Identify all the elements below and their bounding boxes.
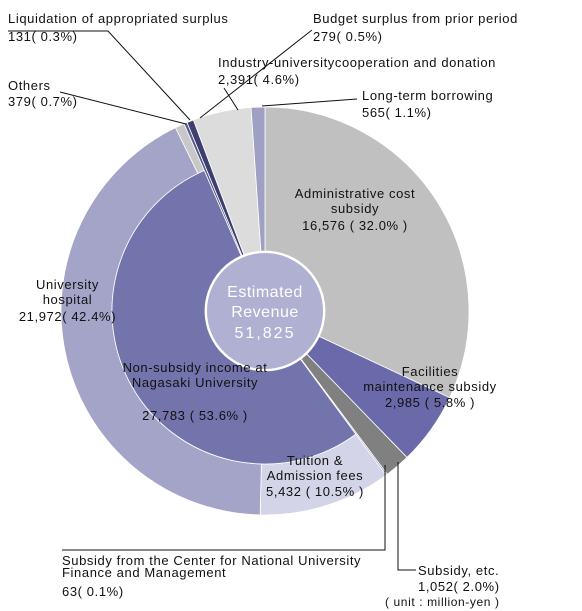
leader-line [62,465,386,551]
group-name: Non-subsidy income at Nagasaki Universit… [122,360,268,390]
segment-name: Subsidy, etc. [418,563,500,578]
segment-name: Administrative cost subsidy [294,186,416,216]
unit-label: ( unit : million-yen ) [385,595,500,609]
leader-line [261,98,358,107]
segment-name: Long-term borrowing [362,88,494,103]
segment-value: 2,391( 4.6%) [218,72,300,87]
leader-line [223,87,239,111]
segment-name: Facilities maintenance subsidy [363,364,497,394]
segment-value: 16,576 ( 32.0% ) [302,218,408,233]
segment-value: 5,432 ( 10.5% ) [266,484,364,499]
segment-value: 2,985 ( 5.8% ) [384,395,476,410]
leader-line [8,30,191,121]
segment-value: 1,052( 2.0%) [418,579,500,594]
segment-value: 63( 0.1%) [62,584,124,599]
segment-name: Others [8,78,51,93]
segment-name: Subsidy from the Center for National Uni… [62,553,362,580]
center-circle [205,251,325,371]
segment-name: Liquidation of appropriated surplus [8,11,229,26]
segment-value: 21,972( 42.4%) [18,309,117,324]
segment-value: 131( 0.3%) [8,29,78,44]
segment-value: 379( 0.7%) [8,94,78,109]
segment-name: Budget surplus from prior period [313,11,518,26]
segment-name: University hospital [35,277,100,307]
segment-name: Tuition & Admission fees [266,453,364,483]
center-total: 51,825 [234,325,296,342]
segment-value: 565( 1.1%) [362,105,432,120]
segment-name: Industry-universitycooperation and donat… [218,55,497,70]
leader-line [199,29,313,119]
segment-value: 279( 0.5%) [313,29,383,44]
group-value: 27,783 ( 53.6% ) [142,408,248,423]
center-title: Estimated Revenue [227,284,303,321]
leader-line [397,462,416,571]
leader-line [59,91,187,125]
